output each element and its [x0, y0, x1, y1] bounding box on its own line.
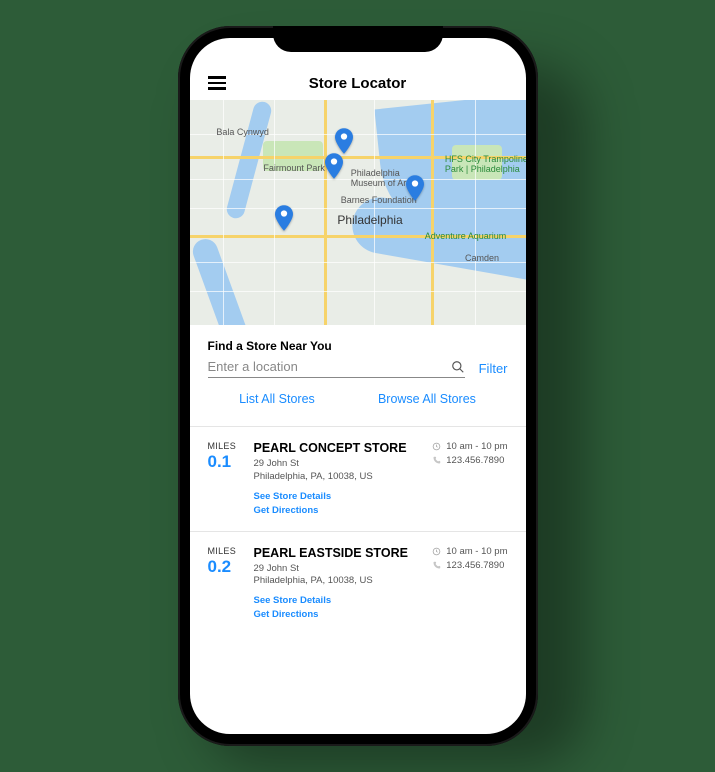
phone-frame: Store Locator Philadelphia Bal — [178, 26, 538, 746]
search-heading: Find a Store Near You — [208, 339, 508, 353]
list-all-link[interactable]: List All Stores — [239, 392, 315, 406]
phone-icon — [432, 456, 441, 465]
map[interactable]: Philadelphia Bala Cynwyd Fairmount Park Ph… — [190, 100, 526, 325]
map-label: Adventure Aquarium — [425, 231, 507, 241]
store-details-link[interactable]: See Store Details — [254, 595, 433, 606]
miles-label: MILES — [208, 441, 254, 451]
miles-label: MILES — [208, 546, 254, 556]
miles-value: 0.1 — [208, 452, 254, 472]
store-name: PEARL CONCEPT STORE — [254, 441, 433, 455]
store-hours: 10 am - 10 pm — [446, 441, 507, 452]
store-hours: 10 am - 10 pm — [446, 546, 507, 557]
store-phone: 123.456.7890 — [446, 455, 504, 466]
search-section: Find a Store Near You Filter List All St… — [190, 325, 526, 426]
clock-icon — [432, 442, 441, 451]
map-label: Camden — [465, 253, 499, 263]
search-icon[interactable] — [451, 360, 465, 374]
notch — [273, 26, 443, 52]
map-pin-icon[interactable] — [335, 128, 353, 154]
map-label: Bala Cynwyd — [216, 127, 269, 137]
get-directions-link[interactable]: Get Directions — [254, 505, 433, 516]
browse-all-link[interactable]: Browse All Stores — [378, 392, 476, 406]
store-address: 29 John StPhiladelphia, PA, 10038, US — [254, 458, 433, 484]
map-pin-icon[interactable] — [325, 153, 343, 179]
filter-link[interactable]: Filter — [479, 361, 508, 376]
store-item: MILES0.1PEARL CONCEPT STORE 29 John StPhi… — [190, 426, 526, 531]
hamburger-icon[interactable] — [208, 76, 226, 90]
search-input[interactable] — [208, 359, 451, 374]
map-label: Fairmount Park — [263, 163, 325, 173]
map-label: HFS City Trampoline Park | Philadelphia — [445, 154, 526, 174]
get-directions-link[interactable]: Get Directions — [254, 609, 433, 620]
results-list: MILES0.1PEARL CONCEPT STORE29 John StPhi… — [190, 426, 526, 635]
store-address: 29 John StPhiladelphia, PA, 10038, US — [254, 563, 433, 589]
store-item: MILES0.2PEARL EASTSIDE STORE 29 John StPh… — [190, 531, 526, 636]
screen: Store Locator Philadelphia Bal — [190, 38, 526, 734]
clock-icon — [432, 547, 441, 556]
store-name: PEARL EASTSIDE STORE — [254, 546, 433, 560]
map-pin-icon[interactable] — [406, 175, 424, 201]
phone-icon — [432, 561, 441, 570]
search-field[interactable] — [208, 359, 465, 378]
map-pin-icon[interactable] — [275, 205, 293, 231]
miles-value: 0.2 — [208, 557, 254, 577]
store-phone: 123.456.7890 — [446, 560, 504, 571]
map-label: Philadelphia Museum of Art — [351, 168, 409, 188]
page-title: Store Locator — [309, 75, 407, 92]
map-city-label: Philadelphia — [337, 213, 402, 227]
store-details-link[interactable]: See Store Details — [254, 491, 433, 502]
